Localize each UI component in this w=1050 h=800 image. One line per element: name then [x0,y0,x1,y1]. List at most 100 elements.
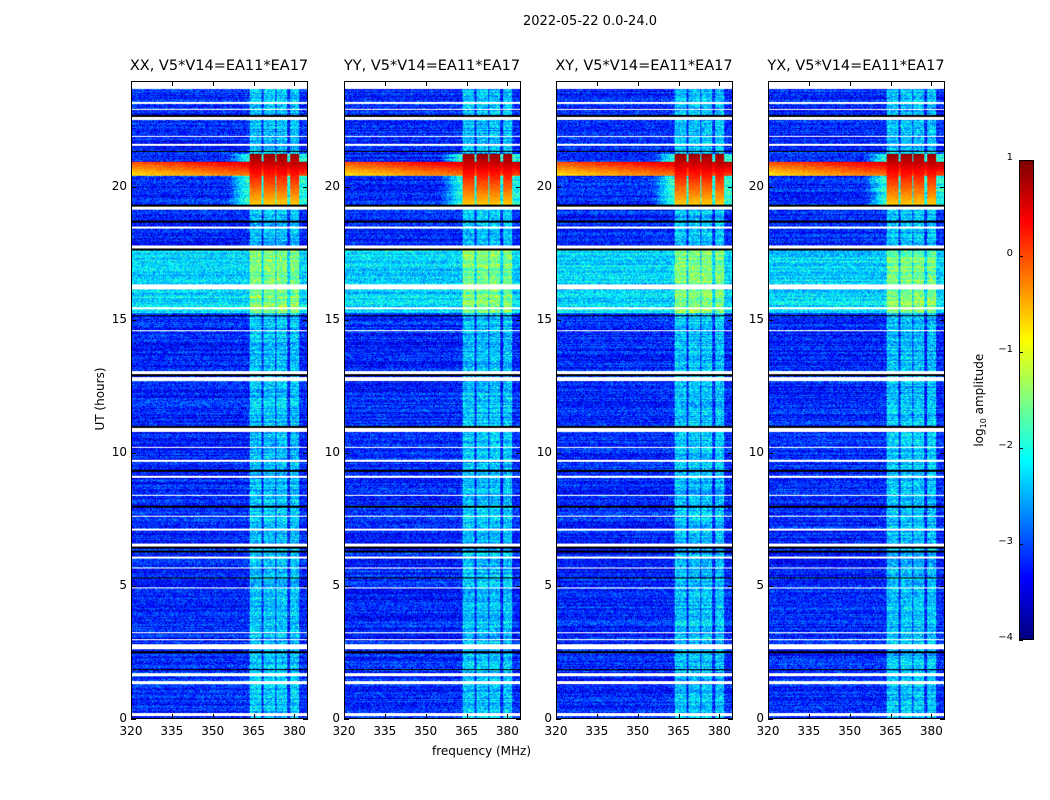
y-tick-label: 0 [756,711,764,725]
y-tick-label: 20 [536,179,552,194]
y-tick-mark [516,453,521,455]
x-tick-label: 320 [544,724,568,738]
x-tick-label: 350 [201,724,225,738]
y-tick-mark [728,453,733,455]
y-tick-mark [131,586,136,588]
colorbar-tick-label: −4 [998,632,1013,643]
y-tick-mark [344,719,349,720]
spectrogram-image [769,82,944,718]
x-tick-mark [294,714,296,719]
y-tick-mark [303,453,308,455]
x-tick-mark [719,81,721,86]
x-tick-mark [931,714,933,719]
panel-title: XY, V5*V14=EA11*EA17 [555,58,733,74]
x-tick-mark [808,81,810,86]
spectrogram-panel [768,81,945,719]
x-tick-mark [931,81,933,86]
colorbar-tick-mark [1019,640,1023,641]
colorbar-tick-label: −2 [998,440,1013,451]
x-tick-mark [466,81,468,86]
colorbar-tick-label: −1 [998,344,1013,355]
y-tick-label: 10 [748,445,764,460]
colorbar-tick-mark [1019,160,1023,161]
x-tick-mark [384,81,386,86]
colorbar-label-rest: amplitude [971,353,986,419]
y-tick-mark [516,187,521,189]
y-tick-label: 5 [119,578,127,593]
x-tick-mark [596,81,598,86]
x-tick-mark [384,714,386,719]
y-tick-mark [768,187,773,189]
y-tick-mark [131,453,136,455]
x-tick-mark [678,714,680,719]
panel-title: YX, V5*V14=EA11*EA17 [767,58,945,74]
x-tick-mark [849,714,851,719]
colorbar-tick-mark [1019,256,1023,257]
x-tick-label: 335 [585,724,609,738]
x-tick-label: 365 [879,724,902,738]
y-tick-mark [516,320,521,322]
y-tick-mark [940,586,945,588]
y-tick-mark [728,719,733,720]
x-tick-label: 365 [242,724,265,738]
y-tick-label: 10 [111,445,127,460]
spectrogram-image [557,82,732,718]
y-tick-label: 5 [332,578,340,593]
y-tick-mark [768,320,773,322]
y-tick-mark [768,719,773,720]
x-tick-mark [507,81,509,86]
y-tick-label: 5 [756,578,764,593]
x-tick-label: 380 [282,724,306,738]
x-axis-label: frequency (MHz) [432,744,532,758]
panel-title: YY, V5*V14=EA11*EA17 [343,58,521,74]
colorbar-label-main: log [971,428,986,447]
y-tick-label: 15 [536,312,552,327]
x-tick-label: 380 [919,724,943,738]
y-tick-mark [131,320,136,322]
x-tick-label: 350 [626,724,650,738]
y-tick-mark [131,187,136,189]
colorbar-tick-label: 0 [1006,248,1013,259]
y-tick-mark [303,719,308,720]
x-tick-label: 380 [707,724,731,738]
y-tick-mark [556,453,561,455]
colorbar-tick-mark [1019,352,1023,353]
y-tick-label: 15 [748,312,764,327]
y-tick-mark [940,453,945,455]
y-tick-mark [344,586,349,588]
y-tick-mark [344,187,349,189]
x-tick-label: 335 [797,724,821,738]
y-tick-mark [516,719,521,720]
x-tick-mark [131,81,132,86]
x-tick-mark [637,81,639,86]
y-tick-mark [728,320,733,322]
colorbar-tick-label: −3 [998,536,1013,547]
colorbar-tick-mark [1019,448,1023,449]
y-tick-mark [940,320,945,322]
x-tick-label: 350 [838,724,862,738]
x-tick-mark [171,714,173,719]
y-tick-mark [768,586,773,588]
y-tick-mark [556,586,561,588]
x-tick-mark [556,81,557,86]
y-tick-label: 0 [332,711,340,725]
x-tick-mark [466,714,468,719]
x-tick-label: 380 [495,724,519,738]
y-tick-mark [768,453,773,455]
x-tick-mark [171,81,173,86]
x-tick-label: 320 [119,724,143,738]
y-tick-mark [940,719,945,720]
y-tick-mark [303,586,308,588]
x-tick-label: 350 [414,724,438,738]
x-tick-mark [849,81,851,86]
x-tick-mark [678,81,680,86]
y-tick-mark [728,187,733,189]
y-tick-mark [344,453,349,455]
figure-title: 2022-05-22 0.0-24.0 [523,14,657,29]
x-tick-mark [637,714,639,719]
y-tick-label: 10 [324,445,340,460]
y-tick-mark [131,719,136,720]
spectrogram-panel [344,81,521,719]
spectrogram-image [132,82,307,718]
